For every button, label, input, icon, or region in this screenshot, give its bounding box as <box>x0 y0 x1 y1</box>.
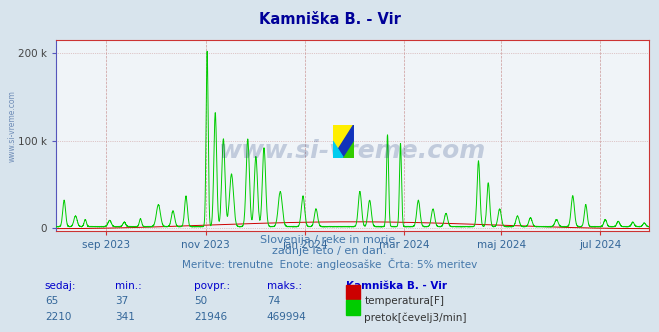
Text: Meritve: trenutne  Enote: angleosaške  Črta: 5% meritev: Meritve: trenutne Enote: angleosaške Črt… <box>182 258 477 270</box>
Text: www.si-vreme.com: www.si-vreme.com <box>219 138 486 163</box>
Text: Kamniška B. - Vir: Kamniška B. - Vir <box>346 281 447 290</box>
Text: 21946: 21946 <box>194 312 227 322</box>
Text: Kamniška B. - Vir: Kamniška B. - Vir <box>258 12 401 27</box>
Polygon shape <box>333 141 343 158</box>
Text: povpr.:: povpr.: <box>194 281 231 290</box>
Text: 65: 65 <box>45 296 58 306</box>
Text: min.:: min.: <box>115 281 142 290</box>
Polygon shape <box>343 141 354 158</box>
Polygon shape <box>333 124 354 158</box>
Text: 37: 37 <box>115 296 129 306</box>
Text: Slovenija / reke in morje.: Slovenija / reke in morje. <box>260 235 399 245</box>
Text: 2210: 2210 <box>45 312 71 322</box>
Text: temperatura[F]: temperatura[F] <box>364 296 444 306</box>
Text: pretok[čevelj3/min]: pretok[čevelj3/min] <box>364 312 467 323</box>
Text: www.si-vreme.com: www.si-vreme.com <box>8 90 17 162</box>
Text: 469994: 469994 <box>267 312 306 322</box>
Text: 50: 50 <box>194 296 208 306</box>
Text: 341: 341 <box>115 312 135 322</box>
Polygon shape <box>333 124 354 158</box>
Text: 74: 74 <box>267 296 280 306</box>
Text: zadnje leto / en dan.: zadnje leto / en dan. <box>272 246 387 256</box>
Text: maks.:: maks.: <box>267 281 302 290</box>
Text: sedaj:: sedaj: <box>45 281 76 290</box>
